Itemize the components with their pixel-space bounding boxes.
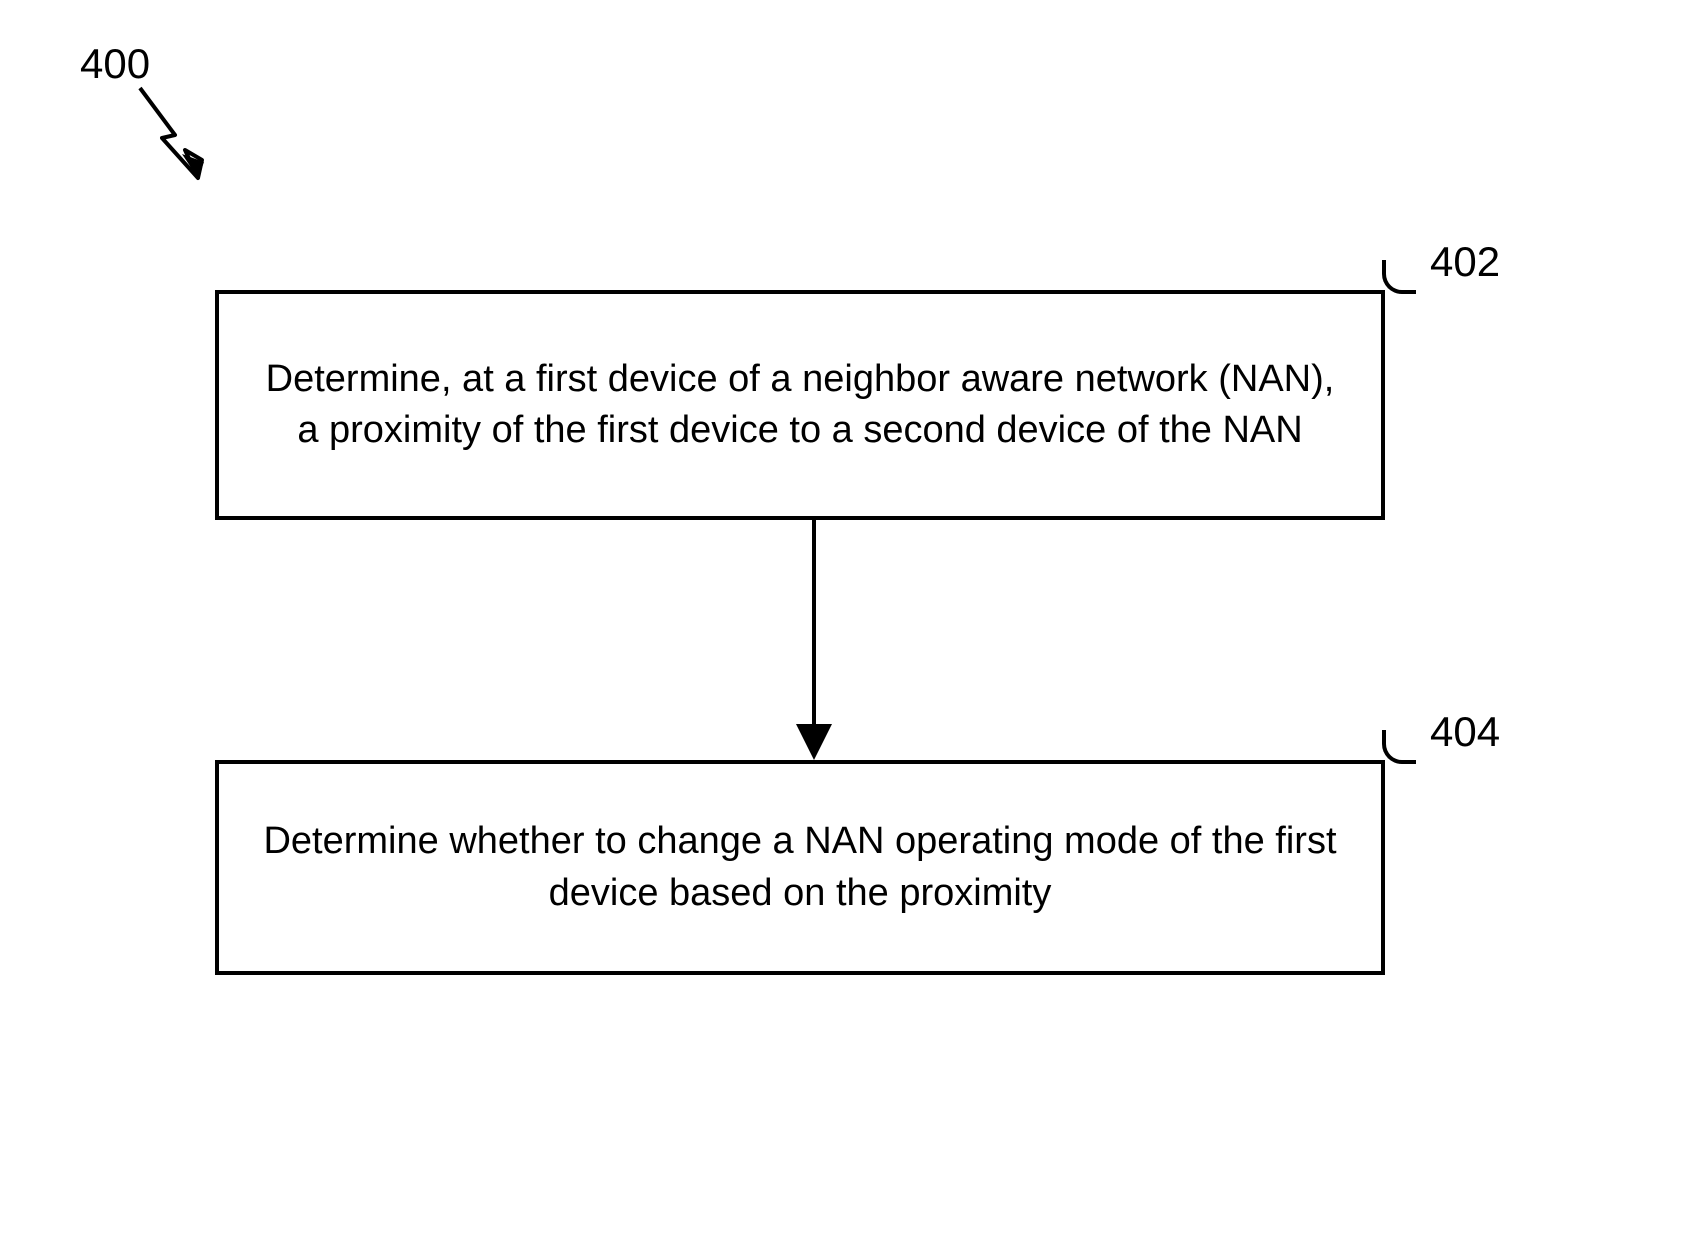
flow-step-404: Determine whether to change a NAN operat… <box>215 760 1385 975</box>
figure-ref-arrow <box>120 80 240 190</box>
flow-step-402-text: Determine, at a first device of a neighb… <box>259 354 1341 457</box>
ref-hook-402 <box>1382 260 1416 294</box>
arrow-402-to-404 <box>786 520 842 760</box>
ref-label-402: 402 <box>1430 238 1500 286</box>
flow-step-404-text: Determine whether to change a NAN operat… <box>259 816 1341 919</box>
ref-label-404: 404 <box>1430 708 1500 756</box>
flow-step-402: Determine, at a first device of a neighb… <box>215 290 1385 520</box>
ref-hook-404 <box>1382 730 1416 764</box>
